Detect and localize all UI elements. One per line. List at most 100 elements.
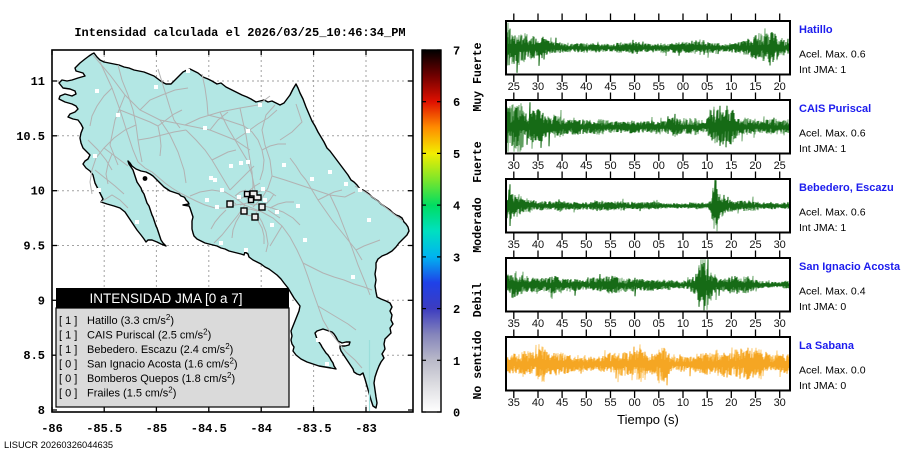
- svg-text:20: 20: [725, 397, 737, 409]
- svg-text:11: 11: [31, 75, 45, 89]
- svg-text:00: 00: [677, 81, 689, 93]
- svg-text:05: 05: [653, 318, 665, 330]
- svg-text:30: 30: [774, 318, 786, 330]
- svg-text:25: 25: [508, 81, 520, 93]
- svg-text:8: 8: [38, 404, 45, 418]
- svg-text:2: 2: [453, 303, 460, 317]
- svg-text:Tiempo (s): Tiempo (s): [617, 412, 679, 427]
- svg-text:Bebedero, Escazu: Bebedero, Escazu: [799, 182, 894, 194]
- svg-text:San Ignacio Acosta (1.6 cm/s2): San Ignacio Acosta (1.6 cm/s2): [87, 357, 238, 371]
- svg-text:Fuerte: Fuerte: [472, 141, 485, 183]
- svg-text:Intensidad calculada el 2026/0: Intensidad calculada el 2026/03/25_10:46…: [74, 26, 405, 40]
- svg-text:-83: -83: [355, 422, 377, 436]
- svg-text:35: 35: [556, 81, 568, 93]
- svg-text:05: 05: [701, 81, 713, 93]
- svg-text:00: 00: [628, 397, 640, 409]
- svg-text:25: 25: [774, 160, 786, 172]
- svg-text:[ 0 ]: [ 0 ]: [59, 359, 77, 371]
- svg-text:Int JMA: 1: Int JMA: 1: [799, 64, 846, 76]
- svg-text:5: 5: [453, 148, 460, 162]
- svg-text:Acel. Max. 0.6: Acel. Max. 0.6: [799, 49, 866, 61]
- svg-text:15: 15: [701, 397, 713, 409]
- svg-text:Int JMA: 1: Int JMA: 1: [799, 143, 846, 155]
- svg-text:55: 55: [653, 81, 665, 93]
- svg-text:Bomberos Quepos (1.8 cm/s2): Bomberos Quepos (1.8 cm/s2): [87, 371, 235, 385]
- svg-text:20: 20: [774, 81, 786, 93]
- svg-text:40: 40: [532, 318, 544, 330]
- svg-text:7: 7: [453, 45, 460, 59]
- svg-text:05: 05: [653, 239, 665, 251]
- svg-text:10.5: 10.5: [16, 130, 45, 144]
- svg-text:10: 10: [701, 160, 713, 172]
- svg-text:50: 50: [580, 318, 592, 330]
- svg-text:15: 15: [701, 318, 713, 330]
- svg-text:0: 0: [453, 407, 460, 421]
- svg-text:40: 40: [532, 239, 544, 251]
- svg-text:9: 9: [38, 294, 45, 308]
- svg-text:10: 10: [31, 185, 45, 199]
- svg-text:[ 0 ]: [ 0 ]: [59, 388, 77, 400]
- svg-text:Frailes (1.5 cm/s2): Frailes (1.5 cm/s2): [87, 386, 176, 400]
- svg-text:55: 55: [604, 239, 616, 251]
- svg-text:Acel. Max. 0.6: Acel. Max. 0.6: [799, 207, 866, 219]
- svg-text:45: 45: [556, 397, 568, 409]
- svg-text:4: 4: [453, 200, 460, 214]
- svg-text:-84.5: -84.5: [191, 422, 227, 436]
- svg-text:40: 40: [556, 160, 568, 172]
- svg-text:50: 50: [580, 397, 592, 409]
- svg-text:Hatillo: Hatillo: [799, 24, 833, 36]
- svg-text:1: 1: [453, 355, 460, 369]
- svg-text:8.5: 8.5: [23, 349, 45, 363]
- svg-text:50: 50: [604, 160, 616, 172]
- svg-text:15: 15: [701, 239, 713, 251]
- svg-text:15: 15: [749, 81, 761, 93]
- svg-text:10: 10: [725, 81, 737, 93]
- svg-text:Hatillo (3.3 cm/s2): Hatillo (3.3 cm/s2): [87, 313, 174, 327]
- svg-text:40: 40: [580, 81, 592, 93]
- svg-text:La Sabana: La Sabana: [799, 340, 855, 352]
- svg-text:CAIS Puriscal (2.5 cm/s2): CAIS Puriscal (2.5 cm/s2): [87, 328, 211, 342]
- svg-text:35: 35: [508, 239, 520, 251]
- svg-text:25: 25: [749, 239, 761, 251]
- svg-text:-85: -85: [146, 422, 168, 436]
- svg-text:[ 1 ]: [ 1 ]: [59, 330, 77, 342]
- svg-text:[ 0 ]: [ 0 ]: [59, 373, 77, 385]
- svg-text:CAIS Puriscal: CAIS Puriscal: [799, 103, 871, 115]
- svg-text:35: 35: [532, 160, 544, 172]
- svg-text:30: 30: [532, 81, 544, 93]
- svg-text:55: 55: [604, 318, 616, 330]
- svg-text:No sentido: No sentido: [472, 330, 485, 399]
- svg-text:Int JMA: 0: Int JMA: 0: [799, 380, 846, 392]
- svg-text:6: 6: [453, 96, 460, 110]
- svg-text:00: 00: [628, 239, 640, 251]
- svg-text:Muy Fuerte: Muy Fuerte: [472, 42, 485, 111]
- svg-text:10: 10: [677, 318, 689, 330]
- svg-text:35: 35: [508, 318, 520, 330]
- svg-text:05: 05: [653, 397, 665, 409]
- svg-text:30: 30: [774, 239, 786, 251]
- svg-text:Int JMA: 1: Int JMA: 1: [799, 222, 846, 234]
- svg-text:-83.5: -83.5: [296, 422, 332, 436]
- svg-text:40: 40: [532, 397, 544, 409]
- svg-text:00: 00: [628, 318, 640, 330]
- svg-text:San Ignacio Acosta: San Ignacio Acosta: [799, 261, 901, 273]
- svg-text:20: 20: [725, 239, 737, 251]
- svg-text:45: 45: [580, 160, 592, 172]
- svg-text:-85.5: -85.5: [86, 422, 122, 436]
- svg-text:30: 30: [508, 160, 520, 172]
- svg-text:Acel. Max. 0.0: Acel. Max. 0.0: [799, 365, 866, 377]
- svg-text:20: 20: [725, 318, 737, 330]
- svg-text:10: 10: [677, 397, 689, 409]
- svg-text:INTENSIDAD JMA [0 a 7]: INTENSIDAD JMA [0 a 7]: [89, 291, 242, 306]
- svg-text:3: 3: [453, 251, 460, 265]
- svg-text:Int JMA: 0: Int JMA: 0: [799, 301, 846, 313]
- svg-text:Acel. Max. 0.4: Acel. Max. 0.4: [799, 286, 866, 298]
- svg-text:55: 55: [604, 397, 616, 409]
- svg-text:45: 45: [556, 318, 568, 330]
- svg-text:30: 30: [774, 397, 786, 409]
- svg-text:[ 1 ]: [ 1 ]: [59, 344, 77, 356]
- svg-text:45: 45: [556, 239, 568, 251]
- svg-text:Moderado: Moderado: [472, 197, 485, 252]
- svg-text:55: 55: [628, 160, 640, 172]
- svg-text:Acel. Max. 0.6: Acel. Max. 0.6: [799, 128, 866, 140]
